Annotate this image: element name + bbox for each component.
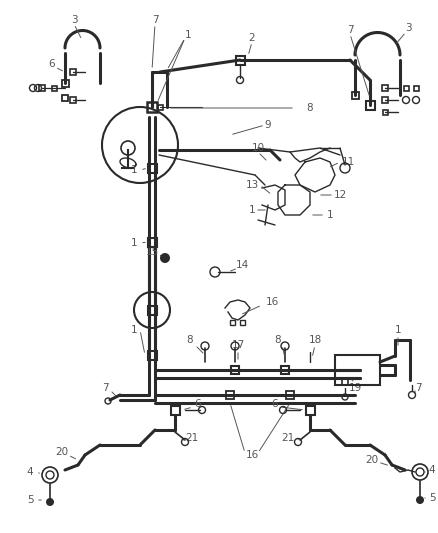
- Bar: [61, 79, 68, 86]
- Bar: [240, 319, 244, 325]
- Bar: [403, 85, 409, 91]
- Text: 19: 19: [348, 383, 362, 393]
- Text: 1: 1: [131, 325, 137, 335]
- Text: 4: 4: [27, 467, 33, 477]
- Bar: [148, 238, 156, 246]
- Text: 18: 18: [308, 335, 321, 345]
- Text: 1: 1: [131, 165, 137, 175]
- Bar: [148, 351, 156, 359]
- Text: 3: 3: [405, 23, 411, 33]
- Text: 12: 12: [333, 190, 346, 200]
- Text: 8: 8: [187, 335, 193, 345]
- Text: 21: 21: [185, 433, 198, 443]
- Text: 3: 3: [71, 15, 78, 25]
- Bar: [382, 85, 388, 91]
- Bar: [413, 85, 418, 91]
- Bar: [382, 97, 388, 103]
- Bar: [147, 102, 157, 112]
- Text: 1: 1: [395, 325, 401, 335]
- Text: 4: 4: [429, 465, 435, 475]
- Circle shape: [416, 496, 424, 504]
- Bar: [342, 379, 348, 385]
- Text: 7: 7: [415, 383, 421, 393]
- Text: 11: 11: [341, 157, 355, 167]
- Bar: [52, 85, 57, 91]
- Bar: [236, 55, 244, 64]
- Text: 16: 16: [265, 297, 279, 307]
- Text: 20: 20: [365, 455, 378, 465]
- Bar: [335, 355, 380, 385]
- Bar: [231, 366, 239, 374]
- Bar: [148, 305, 156, 314]
- Bar: [70, 97, 76, 103]
- Text: 6: 6: [49, 59, 55, 69]
- Text: 6: 6: [272, 399, 278, 409]
- Text: 7: 7: [347, 25, 353, 35]
- Text: 21: 21: [281, 433, 295, 443]
- Text: 7: 7: [152, 15, 158, 25]
- Bar: [286, 391, 294, 399]
- Text: 5: 5: [429, 493, 435, 503]
- Bar: [352, 92, 358, 99]
- Bar: [62, 95, 68, 101]
- Bar: [170, 406, 180, 415]
- Text: 20: 20: [56, 447, 69, 457]
- Text: 8: 8: [307, 103, 313, 113]
- Bar: [70, 69, 76, 75]
- Text: 2: 2: [249, 33, 255, 43]
- Text: 17: 17: [231, 340, 245, 350]
- Circle shape: [46, 498, 54, 506]
- Text: 9: 9: [265, 120, 271, 130]
- Text: 10: 10: [251, 143, 265, 153]
- Text: 1: 1: [185, 30, 191, 40]
- Bar: [281, 366, 289, 374]
- Text: 8: 8: [275, 335, 281, 345]
- Bar: [148, 164, 156, 173]
- Text: 15: 15: [145, 247, 159, 257]
- Bar: [226, 391, 234, 399]
- Circle shape: [160, 253, 170, 263]
- Bar: [39, 85, 45, 91]
- Bar: [230, 319, 234, 325]
- Bar: [305, 406, 314, 415]
- Text: 7: 7: [102, 383, 108, 393]
- Bar: [365, 101, 374, 109]
- Text: 16: 16: [245, 450, 258, 460]
- Text: 1: 1: [249, 205, 255, 215]
- Text: 1: 1: [131, 238, 137, 248]
- Text: 6: 6: [194, 399, 201, 409]
- Text: 13: 13: [245, 180, 258, 190]
- Text: 14: 14: [235, 260, 249, 270]
- Bar: [158, 104, 162, 109]
- Text: 5: 5: [27, 495, 33, 505]
- Text: 1: 1: [327, 210, 333, 220]
- Bar: [382, 109, 388, 115]
